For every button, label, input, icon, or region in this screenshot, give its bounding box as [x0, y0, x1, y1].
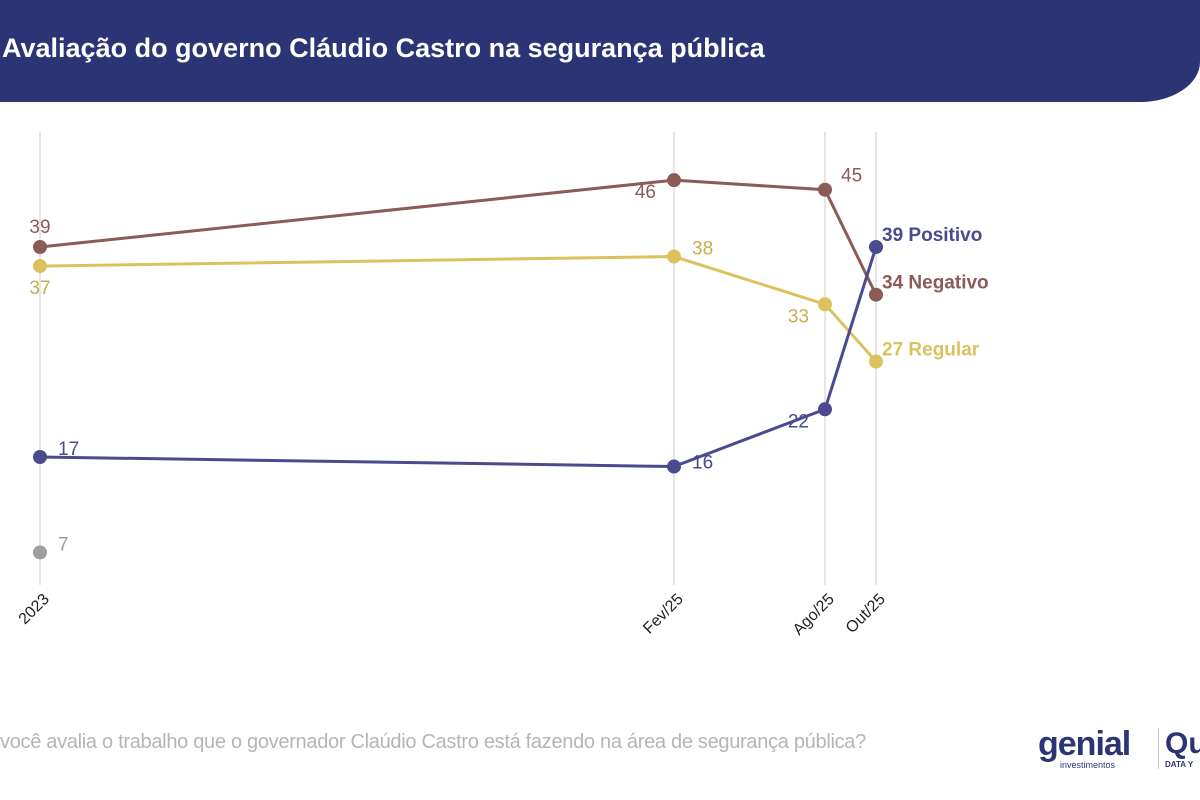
data-label: 22 [788, 411, 809, 432]
header-banner: Avaliação do governo Cláudio Castro na s… [0, 0, 1200, 102]
genial-logo: genial investimentos [1038, 725, 1131, 770]
x-tick-label: Fev/25 [640, 591, 687, 638]
series-line [39, 178, 878, 296]
data-point [667, 173, 681, 188]
x-tick-label: Ago/25 [790, 591, 838, 639]
data-label: 45 [841, 166, 862, 187]
series-line [39, 255, 878, 363]
data-point [33, 545, 47, 560]
series-end-label: 39 Positivo [882, 225, 982, 246]
data-point [869, 287, 883, 302]
data-label: 7 [58, 534, 69, 555]
genial-logo-text: genial [1038, 725, 1131, 763]
line-chart: 2023 Fev/25 Ago/25 Out/25 39 46 45 34 Negativo 3… [16, 132, 989, 639]
data-point [33, 240, 47, 254]
data-point [33, 259, 47, 274]
survey-question: você avalia o trabalho que o governador … [0, 731, 866, 753]
data-label: 39 [29, 217, 50, 238]
data-label: 17 [58, 439, 79, 460]
quaest-logo: Qu DATA Y [1158, 728, 1200, 769]
series-end-label: 34 Negativo [882, 273, 989, 294]
data-label: 46 [635, 182, 656, 203]
data-point [869, 354, 883, 369]
chart-title: Avaliação do governo Cláudio Castro na s… [2, 33, 765, 63]
data-point [869, 240, 883, 254]
data-label: 16 [692, 453, 713, 474]
data-point [667, 249, 681, 264]
quaest-logo-text: Qu [1165, 727, 1200, 760]
series-line [39, 246, 878, 469]
data-point [818, 402, 832, 417]
genial-logo-sub: investimentos [1060, 760, 1116, 770]
data-label: 38 [692, 239, 713, 260]
data-point [667, 459, 681, 474]
x-tick-label: 2023 [16, 591, 53, 628]
data-label: 37 [29, 278, 50, 299]
data-point [33, 449, 47, 464]
quaest-logo-sub: DATA Y [1165, 760, 1194, 769]
series-end-label: 27 Regular [882, 340, 980, 361]
data-point [818, 297, 832, 312]
x-tick-label: Out/25 [843, 591, 889, 637]
data-label: 33 [788, 306, 809, 327]
data-point [818, 182, 832, 197]
